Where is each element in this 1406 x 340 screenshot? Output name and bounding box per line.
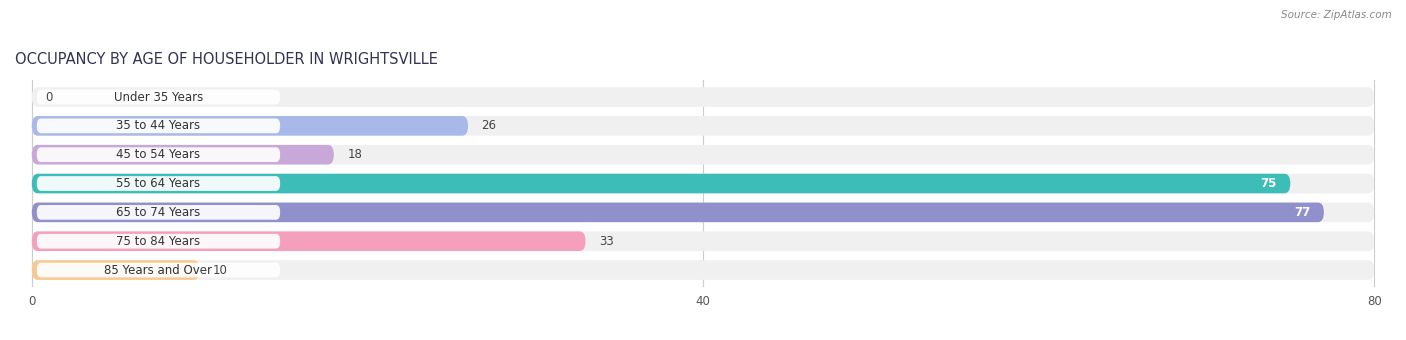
Text: 10: 10 (214, 264, 228, 276)
Text: 85 Years and Over: 85 Years and Over (104, 264, 212, 276)
FancyBboxPatch shape (32, 116, 468, 136)
Text: 0: 0 (45, 90, 52, 103)
Text: 75 to 84 Years: 75 to 84 Years (117, 235, 201, 248)
FancyBboxPatch shape (32, 260, 1374, 280)
FancyBboxPatch shape (37, 234, 280, 249)
Text: Under 35 Years: Under 35 Years (114, 90, 202, 103)
Text: 26: 26 (481, 119, 496, 132)
FancyBboxPatch shape (37, 90, 280, 104)
FancyBboxPatch shape (32, 87, 1374, 107)
FancyBboxPatch shape (32, 232, 585, 251)
FancyBboxPatch shape (32, 203, 1324, 222)
Text: 33: 33 (599, 235, 613, 248)
FancyBboxPatch shape (32, 174, 1374, 193)
FancyBboxPatch shape (37, 263, 280, 277)
Text: 75: 75 (1261, 177, 1277, 190)
FancyBboxPatch shape (32, 232, 1374, 251)
Text: 77: 77 (1294, 206, 1310, 219)
FancyBboxPatch shape (37, 119, 280, 133)
FancyBboxPatch shape (32, 174, 1291, 193)
Text: OCCUPANCY BY AGE OF HOUSEHOLDER IN WRIGHTSVILLE: OCCUPANCY BY AGE OF HOUSEHOLDER IN WRIGH… (15, 52, 437, 67)
Text: 45 to 54 Years: 45 to 54 Years (117, 148, 201, 161)
Text: 65 to 74 Years: 65 to 74 Years (117, 206, 201, 219)
FancyBboxPatch shape (32, 260, 200, 280)
FancyBboxPatch shape (32, 203, 1374, 222)
Text: Source: ZipAtlas.com: Source: ZipAtlas.com (1281, 10, 1392, 20)
FancyBboxPatch shape (37, 176, 280, 191)
FancyBboxPatch shape (32, 145, 333, 165)
FancyBboxPatch shape (37, 205, 280, 220)
FancyBboxPatch shape (32, 145, 1374, 165)
Text: 35 to 44 Years: 35 to 44 Years (117, 119, 201, 132)
Text: 55 to 64 Years: 55 to 64 Years (117, 177, 201, 190)
FancyBboxPatch shape (37, 147, 280, 162)
FancyBboxPatch shape (32, 116, 1374, 136)
Text: 18: 18 (347, 148, 363, 161)
